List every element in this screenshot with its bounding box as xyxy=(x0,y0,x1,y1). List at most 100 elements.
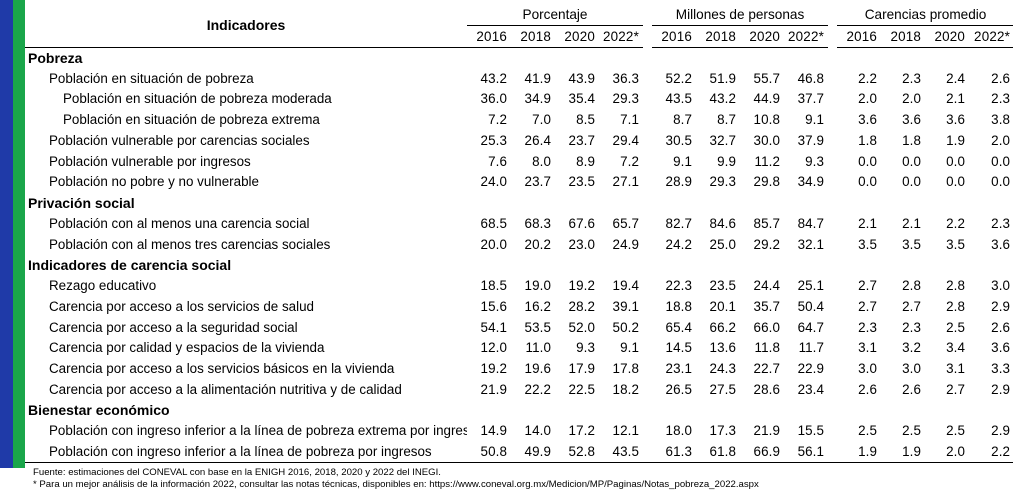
value-cell: 7.2 xyxy=(488,112,507,128)
table-row: Carencia por acceso a la alimentación nu… xyxy=(25,379,1013,400)
row-label: Población en situación de pobreza extrem… xyxy=(63,112,320,128)
value-cell: 3.5 xyxy=(902,236,922,252)
header-year: 2018 xyxy=(511,25,555,48)
value-cell: 3.6 xyxy=(991,340,1011,356)
value-cell: 2.3 xyxy=(991,215,1011,231)
value-cell: 2.2 xyxy=(946,215,966,231)
row-label: Población vulnerable por ingresos xyxy=(49,153,251,169)
value-cell: 3.6 xyxy=(858,112,878,128)
value-cell: 24.3 xyxy=(709,361,736,377)
row-label: Población con ingreso inferior a la líne… xyxy=(25,441,467,463)
value-cell: 22.5 xyxy=(568,381,595,397)
value-cell: 2.3 xyxy=(991,91,1011,107)
row-label: Población en situación de pobreza xyxy=(49,70,254,86)
value-cell: 30.0 xyxy=(753,132,780,148)
value-cell: 44.9 xyxy=(753,91,780,107)
row-label: Población vulnerable por carencias socia… xyxy=(49,132,310,148)
value-cell: 34.9 xyxy=(797,174,825,190)
value-cell: 2.6 xyxy=(991,70,1011,86)
value-cell: 1.8 xyxy=(858,132,878,148)
header-indicators: Indicadores xyxy=(25,4,467,48)
value-cell: 17.9 xyxy=(568,361,595,377)
value-cell: 2.2 xyxy=(969,441,1013,463)
value-cell: 35.7 xyxy=(753,298,780,314)
value-cell: 0.0 xyxy=(902,153,922,169)
value-cell: 56.1 xyxy=(784,441,829,463)
value-cell: 23.0 xyxy=(568,236,595,252)
value-cell: 27.1 xyxy=(612,174,639,190)
value-cell: 43.2 xyxy=(709,91,736,107)
value-cell: 20.0 xyxy=(480,236,507,252)
value-cell: 29.2 xyxy=(753,236,780,252)
value-cell: 0.0 xyxy=(946,174,966,190)
value-cell: 2.6 xyxy=(902,381,922,397)
value-cell: 18.2 xyxy=(612,381,639,397)
value-cell: 2.6 xyxy=(858,381,878,397)
value-cell: 1.9 xyxy=(837,441,882,463)
value-cell: 16.2 xyxy=(524,298,551,314)
table-row: Población vulnerable por carencias socia… xyxy=(25,130,1013,151)
table-row: Población con al menos tres carencias so… xyxy=(25,234,1013,255)
value-cell: 3.1 xyxy=(946,361,966,377)
table-row: Carencia por acceso a los servicios bási… xyxy=(25,358,1013,379)
row-label: Carencia por acceso a los servicios de s… xyxy=(49,298,314,314)
value-cell: 67.6 xyxy=(568,215,595,231)
value-cell: 9.1 xyxy=(805,112,825,128)
value-cell: 50.4 xyxy=(797,298,825,314)
value-cell: 11.7 xyxy=(798,340,825,356)
value-cell: 2.5 xyxy=(946,319,966,335)
table-row: Población no pobre y no vulnerable 24.0 23… xyxy=(25,172,1013,193)
value-cell: 21.9 xyxy=(480,381,507,397)
value-cell: 2.5 xyxy=(946,423,966,439)
value-cell: 23.7 xyxy=(524,174,551,190)
value-cell: 2.1 xyxy=(858,215,878,231)
value-cell: 41.9 xyxy=(524,70,551,86)
value-cell: 52.8 xyxy=(555,441,599,463)
table-row: Rezago educativo 18.5 19.0 19.2 19.4 22.3 23.5… xyxy=(25,275,1013,296)
value-cell: 37.7 xyxy=(797,91,825,107)
left-blue-stripe xyxy=(0,0,13,468)
value-cell: 2.7 xyxy=(858,278,878,294)
value-cell: 32.7 xyxy=(709,132,736,148)
header-group-carencias: Carencias promedio xyxy=(837,4,1013,26)
value-cell: 0.0 xyxy=(902,174,922,190)
row-label: Población en situación de pobreza modera… xyxy=(63,91,332,107)
value-cell: 24.4 xyxy=(753,278,780,294)
value-cell: 3.3 xyxy=(991,361,1011,377)
value-cell: 11.8 xyxy=(754,340,780,356)
value-cell: 64.7 xyxy=(797,319,825,335)
value-cell: 19.6 xyxy=(524,361,551,377)
value-cell: 2.9 xyxy=(991,423,1011,439)
value-cell: 46.8 xyxy=(797,70,825,86)
table-notes: Fuente: estimaciones del CONEVAL con bas… xyxy=(33,467,759,490)
value-cell: 34.9 xyxy=(524,91,551,107)
value-cell: 21.9 xyxy=(753,423,780,439)
value-cell: 22.9 xyxy=(797,361,825,377)
value-cell: 15.6 xyxy=(480,298,507,314)
value-cell: 43.5 xyxy=(665,91,692,107)
value-cell: 7.0 xyxy=(532,112,551,128)
value-cell: 3.0 xyxy=(902,361,922,377)
value-cell: 2.2 xyxy=(858,70,878,86)
value-cell: 25.0 xyxy=(709,236,736,252)
value-cell: 37.9 xyxy=(797,132,825,148)
table-row: Población en situación de pobreza extrem… xyxy=(25,109,1013,130)
value-cell: 20.2 xyxy=(524,236,551,252)
value-cell: 17.2 xyxy=(568,423,595,439)
value-cell: 2.0 xyxy=(858,91,878,107)
value-cell: 9.3 xyxy=(576,340,595,356)
value-cell: 28.6 xyxy=(753,381,780,397)
value-cell: 14.0 xyxy=(524,423,551,439)
value-cell: 51.9 xyxy=(709,70,736,86)
value-cell: 2.3 xyxy=(902,70,922,86)
value-cell: 53.5 xyxy=(524,319,551,335)
table-row: Población con ingreso inferior a la líne… xyxy=(25,441,1013,463)
value-cell: 14.5 xyxy=(665,340,692,356)
value-cell: 13.6 xyxy=(709,340,736,356)
value-cell: 3.2 xyxy=(902,340,922,356)
value-cell: 24.2 xyxy=(665,236,692,252)
value-cell: 28.2 xyxy=(568,298,595,314)
value-cell: 9.1 xyxy=(620,340,639,356)
table-row: Población vulnerable por ingresos 7.6 8.0 8… xyxy=(25,151,1013,172)
value-cell: 9.3 xyxy=(805,153,825,169)
